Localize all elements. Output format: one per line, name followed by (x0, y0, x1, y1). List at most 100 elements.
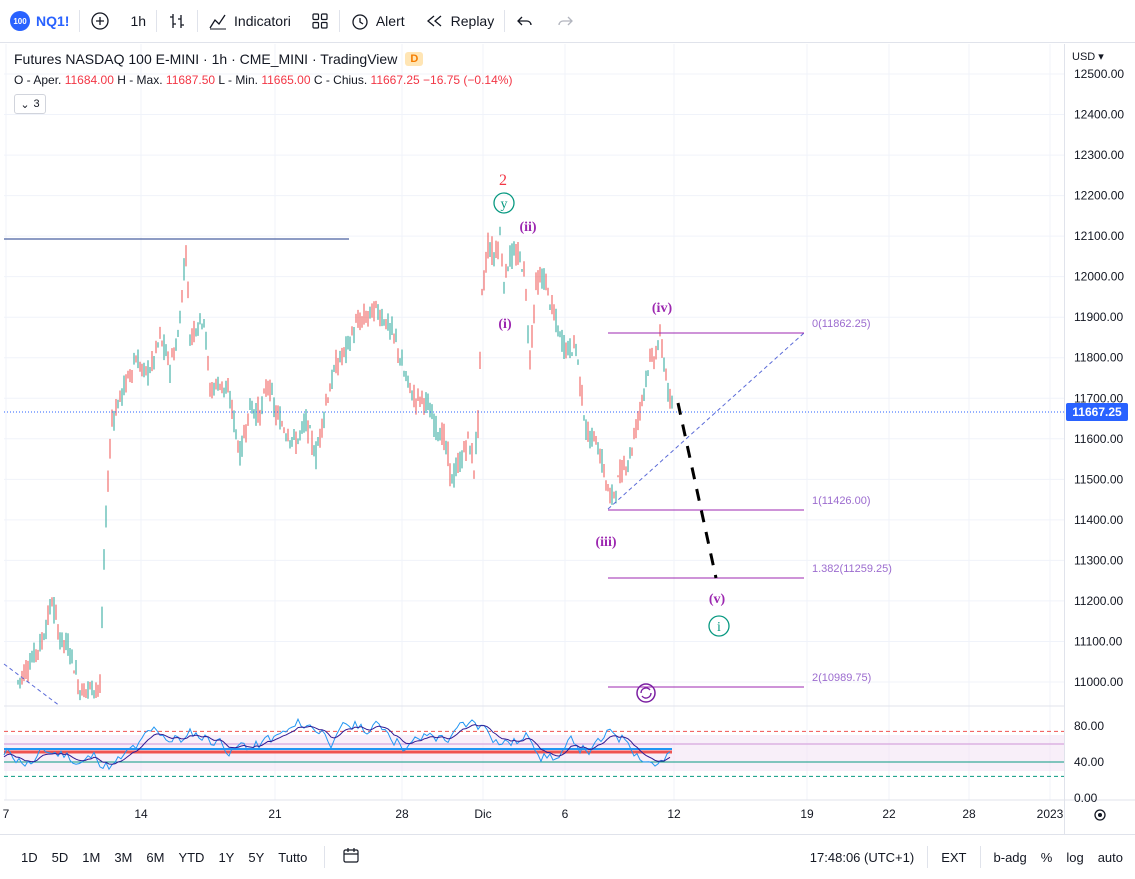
indicators-label: Indicatori (234, 13, 291, 29)
range-3m-button[interactable]: 3M (114, 849, 133, 865)
ext-hours-toggle[interactable]: EXT (941, 849, 967, 865)
clock[interactable]: 17:48:06 (UTC+1) (809, 849, 915, 865)
time-tick-label: 2023 (1037, 807, 1064, 821)
interval-button[interactable]: 1h (120, 0, 156, 42)
time-tick-label: 22 (882, 807, 896, 821)
time-tick-label: 6 (562, 807, 569, 821)
divider (156, 10, 158, 32)
trend-line (607, 332, 805, 510)
back-adjust-toggle[interactable]: b-adg (993, 849, 1027, 865)
divider (979, 846, 981, 868)
price-tick-label: 11400.00 (1074, 513, 1123, 527)
price-tick-label: 12100.00 (1074, 229, 1124, 243)
interval-label: 1h (130, 13, 147, 29)
calendar-icon (343, 847, 360, 863)
indicators-collapse-button[interactable]: ⌄ 3 (14, 94, 46, 114)
price-tick-label: 11000.00 (1074, 675, 1123, 689)
range-1m-button[interactable]: 1M (82, 849, 101, 865)
chevron-down-icon: ⌄ (20, 98, 30, 111)
replay-label: Replay (450, 13, 495, 29)
symbol-logo-icon: 100 (10, 11, 30, 31)
wave-i-circle-label: i (717, 620, 721, 635)
date-range-group: 1D 5D 1M 3M 6M YTD 1Y 5Y Tutto (0, 850, 314, 865)
indicators-button[interactable]: Indicatori (198, 0, 301, 42)
fib-level-label: 2(10989.75) (812, 672, 871, 684)
layout-templates-button[interactable] (301, 0, 339, 42)
grid-icon (312, 13, 328, 29)
open-label: O - Aper. (14, 73, 62, 87)
price-tick-label: 11100.00 (1074, 634, 1123, 648)
bar-chart-type-icon (170, 14, 185, 28)
top-toolbar: 100 NQ1! 1h Indicatori Alert Replay (0, 0, 1135, 43)
rsi-tick-label: 40.00 (1074, 755, 1104, 769)
range-1y-button[interactable]: 1Y (218, 849, 235, 865)
wave-ii-label: (ii) (519, 220, 536, 235)
undo-icon (517, 16, 532, 26)
price-tick-label: 11300.00 (1074, 553, 1123, 567)
price-tick-label: 12400.00 (1074, 108, 1124, 122)
currency-label: USD (1072, 51, 1096, 63)
range-tutto-button[interactable]: Tutto (278, 849, 308, 865)
range-1d-button[interactable]: 1D (21, 849, 38, 865)
symbol-search-button[interactable]: 100 NQ1! (0, 0, 79, 42)
time-tick-label: Dic (474, 807, 491, 821)
price-axis[interactable] (1064, 44, 1135, 834)
rsi-tick-label: 80.00 (1074, 719, 1104, 733)
alarm-clock-icon (352, 14, 368, 30)
price-tick-label: 11500.00 (1074, 472, 1123, 486)
price-chart[interactable]: 0(11862.25) 1(11426.00) 1.382(11259.25) 2(1… (0, 0, 1135, 834)
rsi-line (3, 717, 671, 771)
compare-symbol-button[interactable] (80, 0, 120, 42)
alert-label: Alert (375, 13, 405, 29)
price-tick-label: 11900.00 (1074, 310, 1123, 324)
gear-icon (1094, 809, 1106, 821)
alert-button[interactable]: Alert (340, 0, 415, 42)
range-5d-button[interactable]: 5D (51, 849, 69, 865)
delayed-badge[interactable]: D (405, 52, 424, 66)
rsi-pane: 80.00 40.00 0.00 (3, 717, 1106, 821)
wave-y-label: y (501, 197, 508, 212)
log-scale-toggle[interactable]: log (1066, 849, 1084, 865)
sync-icon (640, 687, 652, 699)
symbol-description: Futures NASDAQ 100 E-MINI · 1h · CME_MIN… (14, 51, 398, 67)
time-tick-label: 19 (800, 807, 814, 821)
undo-button[interactable] (505, 0, 545, 42)
divider (504, 10, 506, 32)
time-tick-label: 12 (667, 807, 681, 821)
redo-button[interactable] (545, 0, 585, 42)
divider (197, 10, 199, 32)
range-6m-button[interactable]: 6M (146, 849, 165, 865)
divider (79, 10, 81, 32)
divider (324, 846, 326, 868)
close-label: C - Chius. (313, 73, 368, 87)
price-tick-label: 11600.00 (1074, 432, 1123, 446)
wave-2-label: 2 (499, 172, 507, 189)
auto-scale-toggle[interactable]: auto (1097, 849, 1123, 865)
price-tick-label: 12300.00 (1074, 148, 1124, 162)
grid-lines (4, 44, 1135, 801)
replay-button[interactable]: Replay (415, 0, 505, 42)
time-tick-label: 7 (3, 807, 10, 821)
goto-date-button[interactable] (335, 847, 367, 868)
chart-type-button[interactable] (157, 0, 197, 42)
fib-level-label: 1.382(11259.25) (812, 563, 892, 575)
range-ytd-button[interactable]: YTD (178, 849, 205, 865)
candlesticks (17, 226, 673, 701)
fib-level-label: 0(11862.25) (812, 318, 871, 330)
wave-i-circle (708, 615, 730, 637)
wave-y-circle (493, 192, 515, 214)
price-tick-label: 12000.00 (1074, 270, 1124, 284)
wave-v-label: (v) (709, 592, 726, 607)
price-tick-label: 12200.00 (1074, 189, 1124, 203)
redo-icon (558, 16, 574, 26)
price-tick-label: 11700.00 (1074, 391, 1123, 405)
wave-iv-label: (iv) (652, 301, 673, 316)
drawings: 0(11862.25) 1(11426.00) 1.382(11259.25) 2(1… (3, 172, 1064, 707)
currency-selector[interactable]: USD ▾ (1072, 51, 1104, 63)
indicators-icon (209, 14, 227, 30)
percent-scale-toggle[interactable]: % (1040, 849, 1053, 865)
time-tick-label: 28 (962, 807, 976, 821)
range-5y-button[interactable]: 5Y (248, 849, 265, 865)
chart-legend-title: Futures NASDAQ 100 E-MINI · 1h · CME_MIN… (14, 51, 424, 67)
bottom-toolbar: 1D 5D 1M 3M 6M YTD 1Y 5Y Tutto 17:48:06 (UTC+1) … (0, 834, 1135, 879)
